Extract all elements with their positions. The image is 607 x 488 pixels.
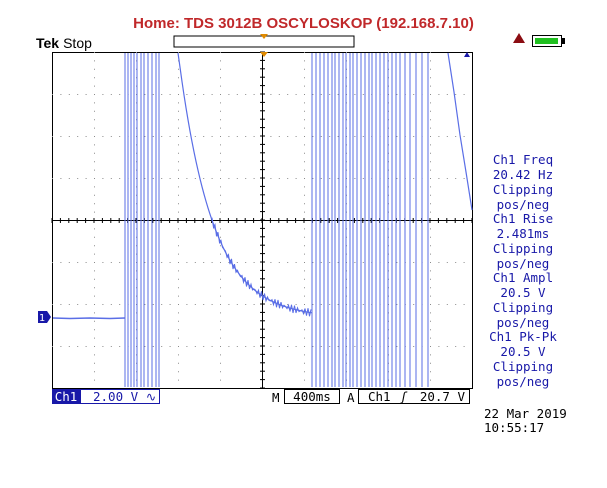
measurement-status: Clipping: [492, 182, 554, 197]
measurement-status: pos/neg: [496, 197, 550, 212]
trigger-readout[interactable]: Ch1 ʃ 20.7 V: [358, 389, 470, 404]
trigger-position-marker: [260, 52, 268, 57]
measurement-status: Clipping: [492, 359, 554, 374]
measurement-value: 20.42 Hz: [492, 167, 554, 182]
measurement-value: 20.5 V: [500, 344, 546, 359]
warning-triangle-icon: [513, 33, 525, 43]
measurement-ch1-pkpk: Ch1 Pk-Pk 20.5 V Clipping pos/neg: [470, 329, 576, 389]
trigger-level-marker: [464, 52, 470, 57]
measurement-label: Ch1 Pk-Pk: [489, 329, 557, 344]
measurement-label: Ch1 Rise: [492, 211, 554, 226]
measurement-ch1-rise: Ch1 Rise 2.481ms Clipping pos/neg: [470, 211, 576, 271]
window-title: Home: TDS 3012B OSCYLOSKOP (192.168.7.10…: [133, 15, 474, 32]
status-bar: Tek Stop: [36, 35, 92, 51]
ch1-trace: [52, 52, 473, 387]
trigger-position-marker-top: [260, 34, 268, 39]
ch1-ground-marker[interactable]: [38, 311, 51, 323]
ch1-ground-marker-label: 1: [39, 313, 45, 324]
brand-label: Tek: [36, 35, 60, 51]
measurement-status: pos/neg: [496, 315, 550, 330]
measurement-value: 20.5 V: [500, 285, 546, 300]
time-label: 10:55:17: [484, 420, 545, 435]
trace-baseline: [52, 317, 126, 320]
trigger-source: Ch1: [368, 389, 391, 404]
trace-tail: [447, 52, 473, 211]
coupling-icon: ∿: [145, 389, 157, 404]
measurement-ch1-freq: Ch1 Freq 20.42 Hz Clipping pos/neg: [470, 152, 576, 212]
trigger-prefix: A: [347, 390, 355, 405]
volts-per-div-value: 2.00 V: [93, 389, 139, 404]
timebase-prefix: M: [272, 390, 280, 405]
measurement-label: Ch1 Ampl: [492, 270, 554, 285]
trace-decay-noise: [211, 217, 312, 317]
measurement-status: pos/neg: [496, 374, 550, 389]
trigger-slope-icon: ʃ: [400, 389, 408, 404]
measurement-status: Clipping: [492, 241, 554, 256]
acquisition-state: Stop: [63, 35, 92, 51]
channel-button[interactable]: Ch1: [52, 389, 80, 404]
measurement-label: Ch1 Freq: [492, 152, 554, 167]
measurement-ch1-ampl: Ch1 Ampl 20.5 V Clipping pos/neg: [470, 270, 576, 330]
datetime-readout: 22 Mar 2019 10:55:17: [484, 407, 567, 435]
measurement-value: 2.481ms: [496, 226, 550, 241]
measurement-status: Clipping: [492, 300, 554, 315]
volts-per-div-readout[interactable]: 2.00 V ∿: [80, 389, 160, 404]
timebase-readout[interactable]: 400ms: [284, 389, 340, 404]
trigger-level: 20.7 V: [419, 389, 465, 404]
measurement-status: pos/neg: [496, 256, 550, 271]
battery-icon: [532, 35, 565, 47]
date-label: 22 Mar 2019: [484, 406, 567, 421]
